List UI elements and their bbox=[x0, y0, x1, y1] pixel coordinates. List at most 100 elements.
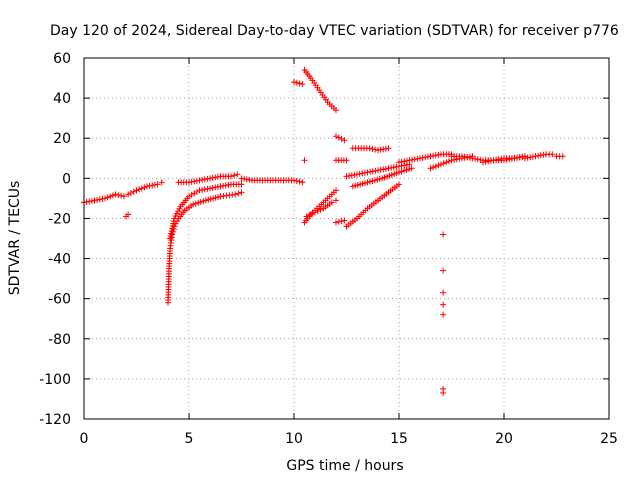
data-point bbox=[406, 157, 413, 164]
data-point bbox=[351, 171, 358, 178]
y-tick-label: -120 bbox=[39, 412, 71, 428]
x-tick-label: 15 bbox=[390, 431, 408, 447]
data-point bbox=[141, 184, 148, 191]
data-point bbox=[209, 184, 216, 191]
data-point bbox=[369, 168, 376, 175]
data-point bbox=[445, 158, 452, 165]
data-point bbox=[343, 173, 350, 180]
data-point bbox=[354, 171, 360, 178]
y-tick-label: -20 bbox=[48, 211, 71, 227]
data-point bbox=[299, 81, 306, 88]
data-point bbox=[225, 181, 232, 188]
data-point bbox=[435, 162, 442, 169]
data-point bbox=[107, 193, 114, 200]
data-point bbox=[495, 156, 502, 163]
data-point bbox=[170, 220, 177, 227]
data-point bbox=[212, 174, 219, 181]
data-point bbox=[424, 153, 431, 160]
data-point bbox=[440, 231, 447, 238]
data-point bbox=[333, 197, 339, 204]
data-point bbox=[197, 198, 204, 205]
data-point bbox=[169, 225, 176, 232]
y-axis-title: SDTVAR / TECUs bbox=[7, 181, 23, 296]
data-point bbox=[328, 199, 335, 206]
data-point bbox=[385, 145, 392, 152]
data-point bbox=[291, 177, 297, 184]
data-point bbox=[333, 187, 339, 194]
data-point bbox=[516, 154, 523, 161]
data-point bbox=[485, 158, 492, 165]
data-point bbox=[406, 166, 413, 173]
data-point bbox=[377, 166, 384, 173]
data-point bbox=[540, 151, 547, 158]
data-point bbox=[443, 159, 450, 166]
data-point bbox=[375, 147, 381, 154]
data-point bbox=[440, 301, 447, 308]
data-point bbox=[432, 163, 439, 170]
data-point bbox=[317, 206, 324, 213]
data-point bbox=[474, 156, 481, 163]
data-point bbox=[430, 152, 437, 159]
data-points bbox=[81, 67, 566, 396]
y-tick-label: 40 bbox=[53, 91, 71, 107]
data-point bbox=[427, 153, 434, 160]
data-point bbox=[549, 151, 556, 158]
data-point bbox=[241, 175, 248, 182]
data-point bbox=[94, 196, 101, 203]
data-point bbox=[440, 267, 447, 274]
data-point bbox=[151, 181, 158, 188]
x-axis-title: GPS time / hours bbox=[286, 458, 403, 474]
data-point bbox=[228, 173, 234, 180]
data-point bbox=[170, 217, 177, 224]
data-point bbox=[377, 146, 384, 153]
data-point bbox=[193, 188, 200, 195]
data-point bbox=[438, 161, 444, 168]
data-point bbox=[299, 179, 306, 186]
data-point bbox=[372, 146, 379, 153]
chart-title: Day 120 of 2024, Sidereal Day-to-day VTE… bbox=[50, 23, 619, 39]
data-point bbox=[168, 227, 175, 234]
data-point bbox=[207, 185, 213, 192]
data-point bbox=[398, 158, 405, 165]
data-point bbox=[238, 175, 245, 182]
grid-lines bbox=[84, 58, 609, 419]
data-point bbox=[314, 208, 321, 215]
data-point bbox=[343, 157, 350, 164]
plot-frame bbox=[83, 57, 610, 420]
data-point bbox=[303, 213, 310, 220]
data-point bbox=[220, 182, 227, 189]
data-point bbox=[409, 156, 416, 163]
data-point bbox=[234, 171, 241, 178]
data-point bbox=[514, 154, 521, 161]
data-point bbox=[403, 166, 410, 173]
data-point bbox=[96, 196, 103, 203]
data-point bbox=[125, 191, 132, 198]
data-point bbox=[217, 183, 224, 190]
x-tick-label: 25 bbox=[600, 431, 618, 447]
data-point bbox=[440, 289, 447, 296]
data-point bbox=[199, 176, 206, 183]
data-point bbox=[464, 154, 471, 161]
x-tick-label: 5 bbox=[185, 431, 194, 447]
y-tick-label: -100 bbox=[39, 372, 71, 388]
x-tick-label: 20 bbox=[495, 431, 513, 447]
data-point bbox=[396, 181, 402, 188]
data-point bbox=[414, 155, 421, 162]
data-point bbox=[366, 145, 373, 152]
data-point bbox=[214, 173, 221, 180]
data-point bbox=[403, 157, 410, 164]
data-point bbox=[235, 190, 242, 197]
data-point bbox=[385, 165, 392, 172]
data-point bbox=[375, 167, 381, 174]
data-point bbox=[511, 155, 518, 162]
data-point bbox=[191, 190, 198, 197]
data-point bbox=[482, 158, 489, 165]
data-point bbox=[232, 191, 239, 198]
data-point bbox=[192, 200, 199, 207]
data-point bbox=[382, 165, 389, 172]
data-point bbox=[115, 192, 122, 199]
data-point bbox=[529, 153, 536, 160]
y-tick-label: -40 bbox=[48, 252, 71, 268]
y-tick-label: 20 bbox=[53, 131, 71, 147]
data-point bbox=[477, 156, 484, 163]
